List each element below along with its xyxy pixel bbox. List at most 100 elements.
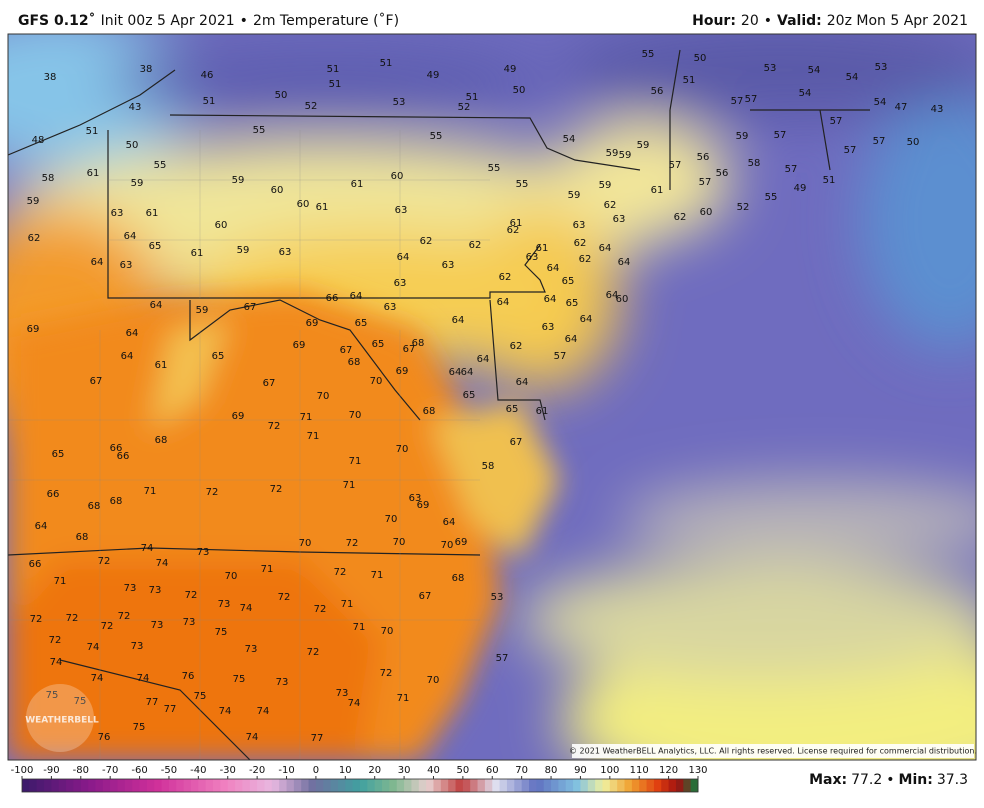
- colorbar-tick-label: -10: [278, 765, 294, 776]
- station-value: 62: [674, 212, 687, 223]
- station-value: 47: [895, 102, 908, 113]
- station-value: 68: [412, 338, 425, 349]
- station-value: 68: [88, 501, 101, 512]
- station-value: 66: [47, 489, 60, 500]
- colorbar-frame: [21, 778, 699, 793]
- colorbar-segment: [124, 779, 133, 792]
- station-value: 70: [299, 538, 312, 549]
- station-value: 70: [385, 514, 398, 525]
- station-value: 64: [477, 354, 490, 365]
- station-value: 61: [510, 218, 523, 229]
- logo: WEATHERBELL: [25, 716, 99, 726]
- station-value: 77: [164, 704, 177, 715]
- station-value: 63: [394, 278, 407, 289]
- colorbar-segment: [609, 779, 618, 792]
- colorbar-segment: [271, 779, 280, 792]
- colorbar-tick-label: 120: [659, 765, 678, 776]
- bullet: •: [886, 772, 894, 788]
- station-value: 72: [98, 556, 111, 567]
- colorbar-tick-label: 70: [515, 765, 528, 776]
- colorbar-tick-label: 50: [457, 765, 470, 776]
- station-value: 70: [370, 376, 383, 387]
- station-value: 62: [469, 240, 482, 251]
- station-value: 61: [351, 179, 364, 190]
- max-label: Max:: [809, 772, 847, 788]
- colorbar-segment: [382, 779, 390, 792]
- station-value: 43: [931, 104, 944, 115]
- copyright: © 2021 WeatherBELL Analytics, LLC. All r…: [569, 747, 977, 756]
- colorbar-segment: [110, 779, 119, 792]
- colorbar-segment: [639, 779, 648, 792]
- station-value: 53: [393, 97, 406, 108]
- station-value: 59: [568, 190, 581, 201]
- header-right: Hour: 20 • Valid: 20z Mon 5 Apr 2021: [692, 13, 968, 29]
- colorbar-segment: [286, 779, 295, 792]
- station-value: 61: [536, 243, 549, 254]
- colorbar-segment: [683, 779, 692, 792]
- station-value: 57: [745, 94, 758, 105]
- station-value: 75: [46, 690, 59, 701]
- colorbar-segment: [88, 779, 96, 792]
- station-value: 63: [279, 247, 292, 258]
- station-value: 70: [349, 410, 362, 421]
- colorbar-segment: [213, 779, 221, 792]
- colorbar-segment: [506, 779, 515, 792]
- station-value: 62: [574, 238, 587, 249]
- colorbar-tick-label: -90: [43, 765, 59, 776]
- station-value: 74: [141, 543, 154, 554]
- station-value: 54: [563, 134, 576, 145]
- station-value: 64: [350, 291, 363, 302]
- station-value: 69: [396, 366, 409, 377]
- station-value: 54: [874, 97, 887, 108]
- station-value: 50: [694, 53, 707, 64]
- station-value: 69: [417, 500, 430, 511]
- station-value: 72: [30, 614, 43, 625]
- station-value: 60: [271, 185, 284, 196]
- colorbar-segment: [191, 779, 199, 792]
- station-value: 75: [133, 722, 146, 733]
- colorbar-tick-label: 130: [688, 765, 707, 776]
- station-value: 59: [232, 175, 245, 186]
- colorbar-tick-label: -20: [249, 765, 265, 776]
- station-value: 66: [110, 443, 123, 454]
- colorbar-segment: [624, 779, 633, 792]
- colorbar-segment: [29, 779, 38, 792]
- station-value: 63: [542, 322, 555, 333]
- station-value: 50: [275, 90, 288, 101]
- station-value: 74: [219, 706, 232, 717]
- colorbar-segment: [573, 779, 581, 792]
- station-value: 72: [380, 668, 393, 679]
- station-value: 58: [748, 158, 761, 169]
- station-value: 72: [314, 604, 327, 615]
- station-value: 73: [197, 547, 210, 558]
- colorbar-tick-label: 10: [339, 765, 352, 776]
- station-value: 55: [253, 125, 266, 136]
- station-value: 63: [111, 208, 124, 219]
- station-value: 61: [316, 202, 329, 213]
- station-value: 51: [86, 126, 99, 137]
- station-value: 76: [182, 671, 195, 682]
- station-value: 59: [637, 140, 650, 151]
- station-value: 71: [353, 622, 366, 633]
- station-value: 55: [642, 49, 655, 60]
- station-value: 61: [146, 208, 159, 219]
- colorbar-segment: [58, 779, 67, 792]
- station-value: 64: [544, 294, 557, 305]
- station-value: 72: [346, 538, 359, 549]
- station-value: 60: [297, 199, 310, 210]
- station-value: 71: [144, 486, 157, 497]
- station-value: 73: [218, 599, 231, 610]
- station-value: 69: [27, 324, 40, 335]
- station-value: 59: [736, 131, 749, 142]
- colorbar-segment: [433, 779, 442, 792]
- station-value: 64: [449, 367, 462, 378]
- colorbar-segment: [337, 779, 346, 792]
- colorbar-segment: [374, 779, 383, 792]
- colorbar-segment: [661, 779, 670, 792]
- colorbar-segment: [161, 779, 170, 792]
- station-value: 49: [427, 70, 440, 81]
- station-value: 74: [156, 558, 169, 569]
- colorbar-segment: [176, 779, 185, 792]
